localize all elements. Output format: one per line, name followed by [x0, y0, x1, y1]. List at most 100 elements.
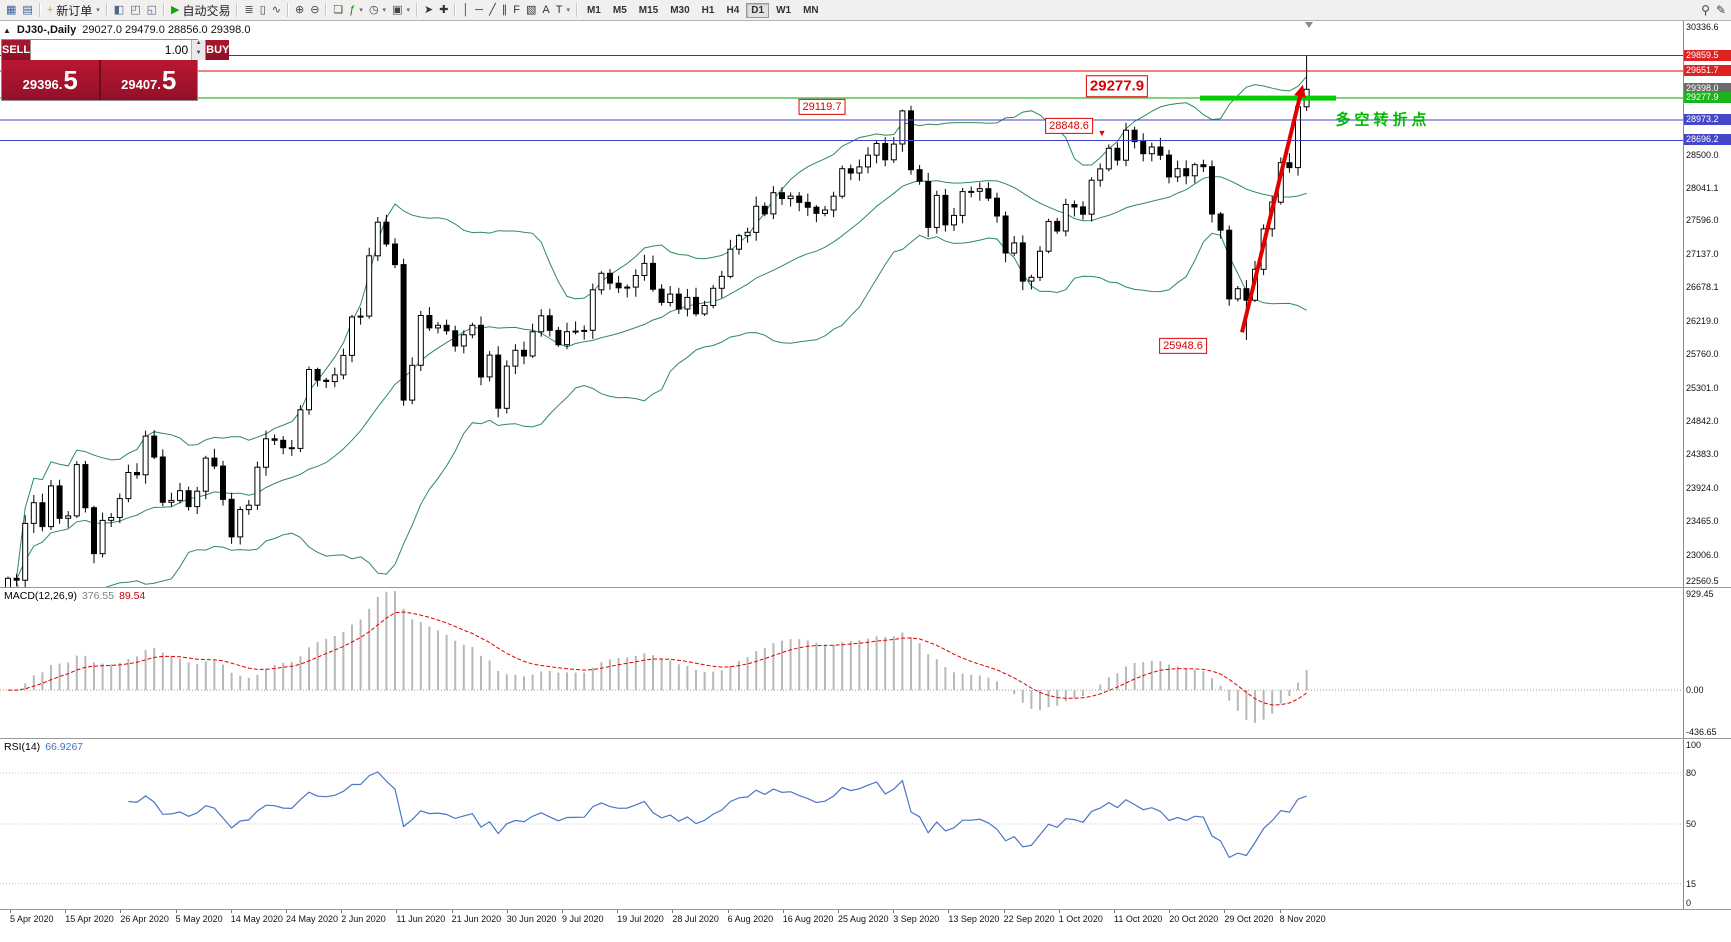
- chart-profiles-icon[interactable]: ▤: [19, 1, 35, 19]
- rsi-axis-label: 0: [1686, 898, 1692, 908]
- timeframe-h1[interactable]: H1: [701, 4, 715, 16]
- crosshair-icon[interactable]: ✚: [436, 1, 451, 19]
- price-axis-label: 25301.0: [1686, 382, 1719, 393]
- timeframe-m30[interactable]: M30: [670, 4, 690, 16]
- templates-icon: ▣: [392, 3, 403, 16]
- new-order-button: +: [46, 3, 54, 16]
- new-order-button-label: 新订单: [56, 3, 93, 18]
- rsi-line: [128, 771, 1307, 859]
- text-icon[interactable]: A: [539, 1, 552, 19]
- volume-up-button[interactable]: ▲: [192, 40, 206, 50]
- cursor-icon[interactable]: ➤: [421, 1, 436, 19]
- date-axis[interactable]: 5 Apr 2020 15 Apr 2020 26 Apr 2020 5 May 20…: [0, 910, 1731, 942]
- rsi-axis-label: 80: [1686, 768, 1697, 778]
- quick-edit-icon[interactable]: ✎: [1715, 3, 1726, 17]
- rsi-axis-label: 100: [1686, 740, 1702, 750]
- autotrading-button[interactable]: ▶ 自动交易: [168, 1, 233, 19]
- date-label: 24 May 2020: [286, 914, 339, 924]
- trend-arrow: [1240, 96, 1302, 333]
- sell-button[interactable]: SELL: [2, 40, 31, 60]
- arrows-icon[interactable]: T ▾: [553, 1, 573, 19]
- periods-icon: ◷: [368, 3, 379, 16]
- line-chart-icon[interactable]: ∿: [269, 1, 284, 19]
- fibonacci-icon[interactable]: F: [510, 1, 523, 19]
- toolbar-separator: [454, 3, 457, 17]
- price-axis-badge: 29277.9: [1684, 92, 1731, 103]
- macd-chart[interactable]: [0, 588, 1683, 738]
- trendline-icon: ╱: [489, 3, 496, 16]
- date-label: 29 Oct 2020: [1224, 914, 1274, 924]
- date-tick: [120, 910, 122, 913]
- macd-axis[interactable]: 929.45 0.00 -436.65: [1683, 588, 1731, 738]
- fibonacci-icon: F: [513, 3, 520, 16]
- vertical-line-icon[interactable]: │: [459, 1, 472, 19]
- sell-price-small: 29396.: [22, 76, 63, 92]
- horizontal-line-icon: ─: [475, 3, 484, 16]
- new-chart-icon[interactable]: ▦: [3, 1, 19, 19]
- timeframe-h4[interactable]: H4: [726, 4, 740, 16]
- search-icon[interactable]: ⚲: [1701, 3, 1710, 17]
- timeframe-m1[interactable]: M1: [586, 4, 601, 16]
- navigator-icon[interactable]: ◰: [127, 1, 143, 19]
- templates-icon[interactable]: ▣ ▾: [389, 1, 413, 19]
- date-label: 21 Jun 2020: [451, 914, 502, 924]
- price-axis-label: 22560.5: [1686, 576, 1719, 586]
- price-axis-label: 30336.6: [1686, 22, 1719, 32]
- price-axis[interactable]: 30336.6 22560.5 28500.0 28041.1 27596.0 27137…: [1683, 21, 1731, 587]
- timeframe-m15[interactable]: M15: [638, 4, 659, 16]
- buy-price-button[interactable]: 29407. 5: [100, 60, 197, 100]
- rsi-axis[interactable]: 100 80 50 15 0: [1683, 739, 1731, 909]
- equidistant-channel-icon: ∥: [501, 3, 508, 16]
- trendline-icon[interactable]: ╱: [486, 1, 499, 19]
- macd-panel[interactable]: MACD(12,26,9) 376.55 89.54 929.45 0.00 -436.…: [0, 588, 1731, 739]
- tile-windows-icon[interactable]: ❏: [330, 1, 346, 19]
- price-axis-label: 26678.1: [1686, 282, 1719, 293]
- candlestick-chart[interactable]: [0, 21, 1683, 587]
- candlestick-chart-icon[interactable]: ▯: [257, 1, 269, 19]
- rsi-panel[interactable]: RSI(14) 66.9267 100 80 50 15 0: [0, 739, 1731, 910]
- horizontal-line-icon[interactable]: ─: [472, 1, 486, 19]
- main-chart-panel[interactable]: 29119.7 28848.6 29277.9 25948.6 多空转折点 ▼ ▲ DJ3…: [0, 21, 1731, 588]
- rsi-chart[interactable]: [0, 739, 1683, 909]
- timeframe-mn[interactable]: MN: [803, 4, 819, 16]
- volume-down-button[interactable]: ▼: [192, 50, 206, 60]
- macd-signal-value: 89.54: [119, 590, 146, 602]
- arrows-icon: T: [555, 3, 563, 16]
- crosshair-icon: ✚: [439, 3, 449, 16]
- date-tick: [893, 910, 895, 913]
- timeframe-m5[interactable]: M5: [612, 4, 627, 16]
- chart-ohlc-values: 29027.0 29479.0 28856.0 29398.0: [82, 24, 251, 36]
- price-axis-label: 23006.0: [1686, 549, 1719, 560]
- price-axis-badge: 29398.0: [1684, 83, 1731, 94]
- toolbar-separator: [325, 3, 328, 17]
- terminal-icon[interactable]: ◱: [144, 1, 160, 19]
- macd-axis-label: 929.45: [1686, 589, 1714, 599]
- date-tick: [727, 910, 729, 913]
- date-tick: [1279, 910, 1281, 913]
- price-axis-label: 25760.0: [1686, 349, 1719, 360]
- market-watch-icon[interactable]: ◧: [111, 1, 127, 19]
- shapes-icon[interactable]: ▧: [523, 1, 539, 19]
- date-label: 19 Jul 2020: [617, 914, 664, 924]
- sell-price-button[interactable]: 29396. 5: [2, 60, 101, 100]
- buy-price-small: 29407.: [121, 76, 161, 92]
- date-tick: [175, 910, 177, 913]
- periods-icon[interactable]: ◷ ▾: [366, 1, 389, 19]
- buy-button[interactable]: BUY: [206, 40, 230, 60]
- one-click-toggle-icon[interactable]: ▲: [3, 25, 11, 35]
- chevron-down-icon: ▾: [406, 7, 410, 14]
- timeframe-d1[interactable]: D1: [746, 2, 770, 18]
- date-label: 6 Aug 2020: [727, 914, 774, 924]
- timeframe-w1[interactable]: W1: [776, 4, 792, 16]
- zoom-out-icon[interactable]: ⊖: [307, 1, 322, 19]
- volume-input[interactable]: [31, 40, 192, 60]
- bar-chart-icon[interactable]: ≣: [241, 1, 256, 19]
- zoom-in-icon[interactable]: ⊕: [292, 1, 307, 19]
- equidistant-channel-icon[interactable]: ∥: [499, 1, 511, 19]
- date-tick: [1224, 910, 1226, 913]
- date-tick: [1003, 910, 1005, 913]
- candlesticks-layer: [5, 55, 1310, 587]
- indicators-icon[interactable]: ƒ ▾: [346, 1, 366, 19]
- date-label: 14 May 2020: [230, 914, 283, 924]
- new-order-button[interactable]: + 新订单 ▾: [44, 1, 103, 19]
